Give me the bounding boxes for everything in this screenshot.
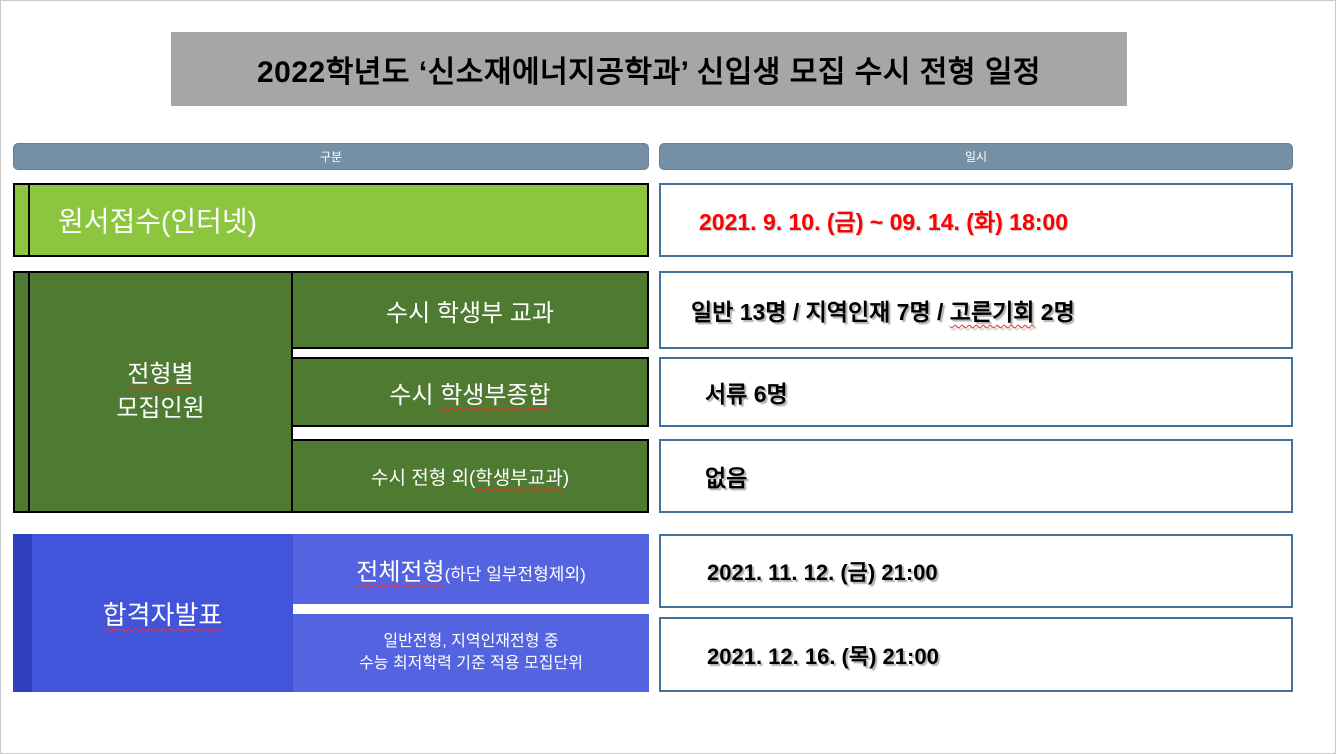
quota-row-other-label-cell: 수시 전형 외(학생부교과) (291, 439, 649, 513)
quota-group-label-line2: 모집인원 (116, 395, 205, 422)
application-label: 원서접수(인터넷) (58, 206, 257, 237)
accent-strip (15, 273, 30, 511)
quota-row-gyogwa-value: 일반 13명 / 지역인재 7명 / 고른기회 2명 (691, 299, 1075, 325)
application-label-cell: 원서접수(인터넷) (13, 183, 649, 257)
quota-row-gyogwa-label: 수시 학생부 교과 (386, 299, 554, 327)
announce-row-csat-value: 2021. 12. 16. (목) 21:00 (707, 643, 939, 669)
quota-group-label: 전형별 모집인원 (116, 358, 204, 426)
announce-row-all-value: 2021. 11. 12. (금) 21:00 (707, 560, 938, 585)
announce-row-all-label-cell: 전체전형 (하단 일부전형제외) (293, 534, 649, 604)
announce-row-all-label: 전체전형 (하단 일부전형제외) (356, 558, 586, 586)
quota-row-other-value-cell: 없음 (659, 439, 1293, 513)
announce-row-csat-label-cell: 일반전형, 지역인재전형 중 수능 최저학력 기준 적용 모집단위 (293, 614, 649, 692)
application-period-text: 2021. 9. 10. (금) ~ 09. 14. (화) 18:00 (699, 209, 1068, 235)
quota-row-gyogwa-label-cell: 수시 학생부 교과 (291, 271, 649, 349)
quota-row-jonghap-label-cell: 수시 학생부종합 (291, 357, 649, 427)
page-title: 2022학년도 ‘신소재에너지공학과’ 신입생 모집 수시 전형 일정 (171, 32, 1127, 106)
application-value-cell: 2021. 9. 10. (금) ~ 09. 14. (화) 18:00 (659, 183, 1293, 257)
announce-group-header-cell: 합격자발표 (13, 534, 293, 692)
announce-row-csat-value-cell: 2021. 12. 16. (목) 21:00 (659, 617, 1293, 692)
column-header-datetime: 일시 (659, 143, 1293, 170)
quota-group-label-line1: 전형별 (127, 361, 194, 388)
announce-row-csat-label: 일반전형, 지역인재전형 중 수능 최저학력 기준 적용 모집단위 (359, 633, 583, 672)
quota-row-jonghap-value-cell: 서류 6명 (659, 357, 1293, 427)
quota-row-jonghap-value: 서류 6명 (705, 381, 788, 407)
accent-strip (13, 534, 32, 692)
announce-group-label: 합격자발표 (102, 599, 223, 630)
quota-row-other-value: 없음 (705, 465, 748, 491)
column-header-category: 구분 (13, 143, 649, 170)
accent-strip (15, 185, 30, 255)
quota-row-jonghap-label: 수시 학생부종합 (389, 381, 551, 409)
quota-row-gyogwa-value-cell: 일반 13명 / 지역인재 7명 / 고른기회 2명 (659, 271, 1293, 349)
announce-row-all-value-cell: 2021. 11. 12. (금) 21:00 (659, 534, 1293, 608)
quota-row-other-label: 수시 전형 외(학생부교과) (370, 467, 570, 489)
quota-group-header-cell: 전형별 모집인원 (13, 271, 293, 513)
